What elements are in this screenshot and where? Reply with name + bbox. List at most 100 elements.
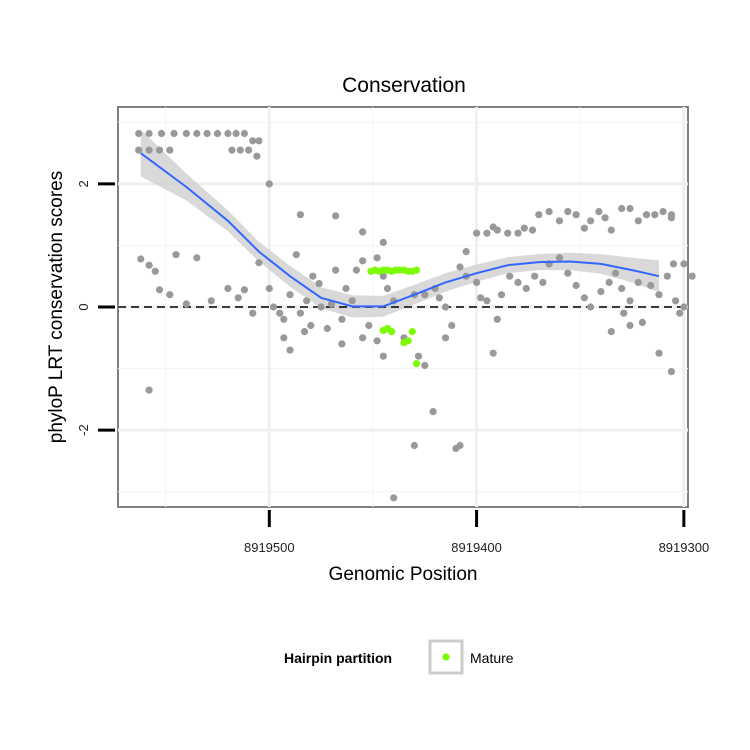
data-point: [483, 229, 491, 237]
data-point: [669, 260, 678, 268]
data-point: [292, 251, 300, 259]
y-tick-label: 2: [76, 180, 91, 187]
data-point: [224, 284, 232, 293]
data-point: [545, 208, 553, 216]
data-point: [672, 297, 680, 305]
data-point: [280, 334, 288, 342]
data-point: [572, 211, 580, 219]
data-point: [655, 291, 663, 299]
legend-title: Hairpin partition: [284, 650, 392, 666]
y-tick-label: 0: [76, 303, 91, 310]
data-point: [332, 266, 340, 274]
data-point: [182, 300, 190, 308]
confidence-band: [140, 129, 660, 318]
x-tick-label: 8919300: [659, 540, 710, 555]
data-point: [249, 309, 257, 317]
data-point: [323, 324, 331, 333]
data-point: [170, 129, 178, 138]
data-point: [166, 146, 174, 154]
data-point: [280, 315, 288, 323]
data-point: [667, 211, 676, 219]
data-point: [213, 129, 222, 138]
data-point: [155, 286, 164, 294]
data-point: [618, 204, 626, 213]
data-point: [390, 494, 398, 502]
data-point: [145, 129, 153, 138]
data-point: [207, 297, 215, 305]
data-point: [564, 269, 572, 277]
data-point: [269, 303, 278, 311]
data-point: [473, 229, 481, 237]
data-point: [572, 281, 580, 290]
data-point: [224, 129, 232, 138]
data-point: [680, 260, 688, 268]
smooth-line: [140, 152, 660, 308]
data-point: [234, 294, 242, 302]
data-point: [145, 146, 153, 154]
data-point: [497, 291, 506, 299]
confidence-band-area: [140, 129, 660, 318]
mature-points: [367, 266, 421, 368]
data-point: [317, 303, 325, 311]
data-point: [535, 211, 543, 219]
mature-point: [404, 337, 412, 345]
data-point: [172, 251, 180, 259]
data-point: [489, 349, 497, 357]
data-point: [359, 228, 367, 236]
data-point: [441, 303, 450, 311]
data-point: [435, 294, 443, 302]
data-point: [253, 152, 261, 160]
data-point: [539, 278, 547, 286]
data-point: [348, 297, 356, 305]
data-point: [193, 254, 201, 262]
data-point: [245, 146, 253, 154]
data-point: [514, 278, 522, 286]
data-point: [655, 349, 663, 357]
data-point: [145, 261, 153, 269]
data-point: [477, 294, 485, 302]
x-axis: 8919500 8919400 8919300: [244, 510, 709, 555]
data-point: [332, 212, 340, 220]
data-point: [232, 129, 240, 138]
data-point: [338, 340, 346, 348]
data-point: [663, 272, 671, 280]
data-point: [595, 208, 603, 216]
data-point: [564, 208, 572, 216]
data-point: [373, 337, 381, 345]
data-point: [620, 309, 628, 317]
data-point: [647, 281, 655, 290]
data-point: [236, 146, 244, 154]
data-point: [601, 214, 609, 222]
data-point: [365, 321, 373, 330]
data-point: [145, 386, 153, 394]
legend: Hairpin partition Mature: [284, 639, 514, 675]
data-point: [135, 129, 143, 138]
data-point: [249, 137, 257, 145]
data-point: [607, 328, 615, 336]
data-point: [276, 309, 284, 317]
data-point: [300, 328, 309, 336]
x-tick-label: 8919400: [451, 540, 502, 555]
data-point: [506, 272, 514, 280]
data-point: [203, 129, 211, 138]
data-point: [421, 361, 429, 370]
data-point: [359, 257, 367, 265]
data-point: [676, 309, 684, 317]
data-point: [642, 211, 651, 219]
data-point: [286, 291, 294, 299]
x-tick-label: 8919500: [244, 540, 295, 555]
data-point: [228, 146, 236, 154]
data-point: [255, 259, 263, 267]
data-point: [296, 309, 304, 317]
data-point: [605, 278, 613, 286]
data-point: [240, 129, 248, 138]
data-point: [307, 321, 315, 330]
data-point: [286, 346, 294, 354]
plot-panel: [117, 106, 696, 508]
data-point: [659, 208, 667, 216]
data-point: [303, 297, 311, 305]
data-point: [373, 254, 381, 262]
data-point: [493, 226, 501, 234]
data-point: [137, 255, 145, 263]
data-point: [580, 224, 589, 232]
